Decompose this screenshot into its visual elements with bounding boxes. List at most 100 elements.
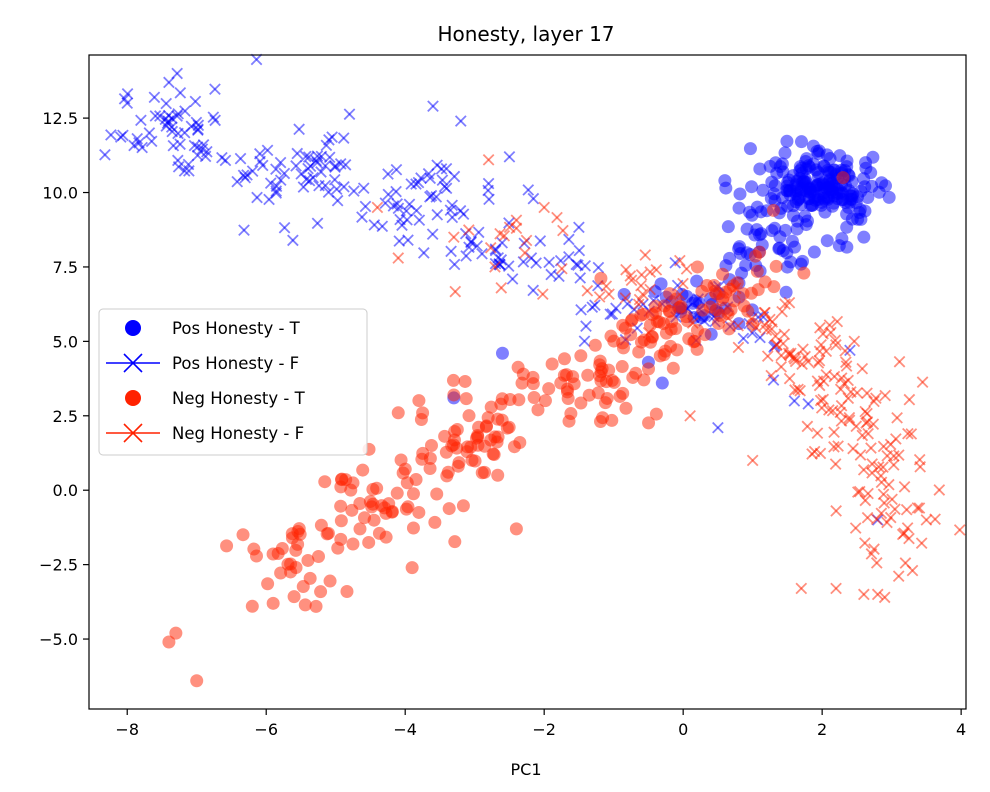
data-point-x bbox=[877, 461, 889, 473]
data-point-x bbox=[105, 129, 117, 141]
data-point-x bbox=[850, 420, 863, 433]
data-point-x bbox=[779, 298, 791, 310]
data-point bbox=[236, 528, 250, 542]
data-point bbox=[782, 173, 796, 187]
data-point-x bbox=[732, 341, 745, 354]
data-point bbox=[412, 505, 426, 519]
data-point-x bbox=[192, 119, 205, 132]
data-point-x bbox=[234, 152, 247, 165]
data-point bbox=[780, 134, 794, 148]
data-point-x bbox=[162, 109, 175, 122]
data-point bbox=[790, 214, 804, 228]
legend-marker-circle bbox=[125, 390, 141, 406]
data-point bbox=[451, 459, 465, 473]
data-point bbox=[740, 222, 754, 236]
data-point-x bbox=[811, 427, 824, 440]
data-point-x bbox=[270, 163, 282, 176]
data-point bbox=[491, 430, 505, 444]
legend-entry-neg-honesty-t: Neg Honesty - T bbox=[125, 389, 306, 408]
data-point bbox=[779, 285, 793, 299]
legend-label: Pos Honesty - F bbox=[172, 354, 299, 373]
data-point bbox=[370, 481, 384, 495]
data-point-x bbox=[737, 332, 750, 345]
data-point-x bbox=[551, 211, 563, 224]
y-tick-label: 7.5 bbox=[53, 258, 78, 277]
data-point bbox=[824, 165, 838, 179]
data-point-x bbox=[178, 126, 191, 139]
data-point-x bbox=[886, 493, 898, 506]
data-point-x bbox=[624, 270, 637, 282]
data-point-x bbox=[382, 188, 395, 201]
data-point-x bbox=[154, 110, 166, 122]
data-point-x bbox=[448, 231, 460, 244]
data-point-x bbox=[135, 114, 147, 127]
data-point-x bbox=[840, 356, 852, 369]
data-point-x bbox=[884, 511, 897, 524]
data-point-x bbox=[315, 166, 327, 178]
data-point bbox=[378, 501, 392, 515]
data-point bbox=[340, 585, 354, 599]
data-point bbox=[617, 288, 631, 302]
legend-marker-x bbox=[106, 353, 160, 373]
data-point bbox=[274, 566, 288, 580]
data-point bbox=[441, 465, 455, 479]
data-point-x bbox=[799, 350, 811, 363]
data-point bbox=[318, 475, 332, 489]
data-point-x bbox=[320, 139, 333, 152]
data-point-x bbox=[593, 291, 606, 303]
data-point-x bbox=[174, 86, 187, 99]
data-point-x bbox=[270, 180, 283, 193]
data-point-x bbox=[777, 337, 789, 350]
data-point-x bbox=[830, 582, 842, 595]
data-point-x bbox=[812, 357, 825, 369]
data-point-x bbox=[859, 405, 872, 418]
data-point-x bbox=[160, 120, 173, 132]
data-point-x bbox=[851, 386, 863, 399]
data-point-x bbox=[892, 570, 905, 583]
data-point-x bbox=[859, 494, 872, 507]
data-point-x bbox=[253, 147, 266, 160]
data-point-x bbox=[114, 131, 127, 143]
data-point bbox=[854, 184, 868, 198]
data-point bbox=[394, 453, 408, 467]
data-point-x bbox=[788, 353, 801, 365]
data-point bbox=[464, 440, 478, 454]
data-point bbox=[864, 166, 878, 180]
data-point-x bbox=[673, 288, 686, 301]
data-point bbox=[764, 192, 778, 206]
data-point bbox=[642, 362, 656, 376]
data-point bbox=[424, 439, 438, 453]
data-point-x bbox=[729, 282, 742, 295]
data-point bbox=[833, 149, 847, 163]
data-point-x bbox=[323, 151, 336, 164]
data-point-x bbox=[898, 481, 911, 493]
data-point bbox=[356, 463, 370, 477]
data-point-x bbox=[619, 292, 632, 304]
data-point bbox=[428, 515, 442, 529]
data-point bbox=[716, 267, 730, 281]
data-point bbox=[732, 201, 746, 215]
data-point bbox=[769, 259, 783, 273]
data-point-x bbox=[534, 235, 547, 247]
data-point-x bbox=[299, 150, 312, 163]
data-point-x bbox=[188, 139, 201, 152]
data-point bbox=[557, 352, 571, 366]
data-point bbox=[335, 473, 349, 487]
legend-label: Neg Honesty - F bbox=[172, 424, 304, 443]
data-point-x bbox=[853, 485, 866, 498]
data-point-x bbox=[865, 548, 878, 560]
data-point bbox=[793, 164, 807, 178]
data-point-x bbox=[830, 505, 842, 517]
data-point-x bbox=[446, 199, 459, 212]
data-point-x bbox=[311, 217, 324, 230]
x-tick-label: −8 bbox=[115, 720, 139, 739]
data-point-x bbox=[802, 398, 815, 410]
data-point bbox=[285, 527, 299, 541]
data-point-x bbox=[686, 317, 699, 329]
x-tick-label: 0 bbox=[678, 720, 688, 739]
y-tick-label: 10.0 bbox=[42, 184, 78, 203]
data-point-x bbox=[329, 160, 342, 172]
data-point bbox=[447, 388, 461, 402]
data-point-x bbox=[896, 528, 909, 541]
plot-area bbox=[99, 53, 966, 688]
